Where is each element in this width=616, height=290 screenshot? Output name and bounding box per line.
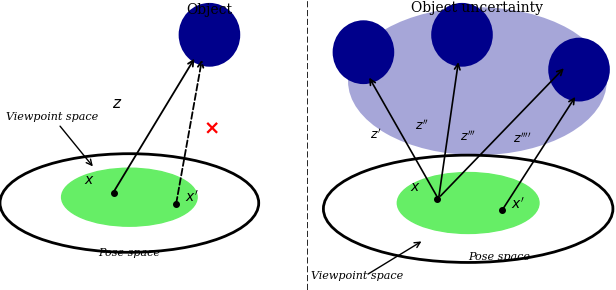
Text: Pose space: Pose space xyxy=(99,248,160,258)
Text: $x'$: $x'$ xyxy=(185,190,198,205)
Ellipse shape xyxy=(348,7,607,155)
Text: Pose space: Pose space xyxy=(468,253,530,262)
Text: $z''''$: $z''''$ xyxy=(513,132,532,146)
Ellipse shape xyxy=(548,38,610,102)
Text: Object: Object xyxy=(187,3,232,17)
Text: $z'$: $z'$ xyxy=(370,128,381,142)
Ellipse shape xyxy=(62,168,197,226)
Text: $z'''$: $z'''$ xyxy=(460,129,476,144)
Ellipse shape xyxy=(397,173,539,233)
Text: Object uncertainty: Object uncertainty xyxy=(411,1,543,15)
Ellipse shape xyxy=(323,155,613,262)
Ellipse shape xyxy=(333,20,394,84)
Text: Viewpoint space: Viewpoint space xyxy=(6,113,99,122)
Ellipse shape xyxy=(431,3,493,67)
Text: $x'$: $x'$ xyxy=(511,197,525,212)
Text: $\mathbf{\times}$: $\mathbf{\times}$ xyxy=(203,120,219,138)
Ellipse shape xyxy=(179,3,240,67)
Text: $z$: $z$ xyxy=(112,97,122,111)
Ellipse shape xyxy=(0,154,259,252)
Text: $x$: $x$ xyxy=(410,180,421,194)
Text: Viewpoint space: Viewpoint space xyxy=(311,271,403,281)
Text: $z''$: $z''$ xyxy=(415,119,429,133)
Text: $x$: $x$ xyxy=(84,173,95,187)
